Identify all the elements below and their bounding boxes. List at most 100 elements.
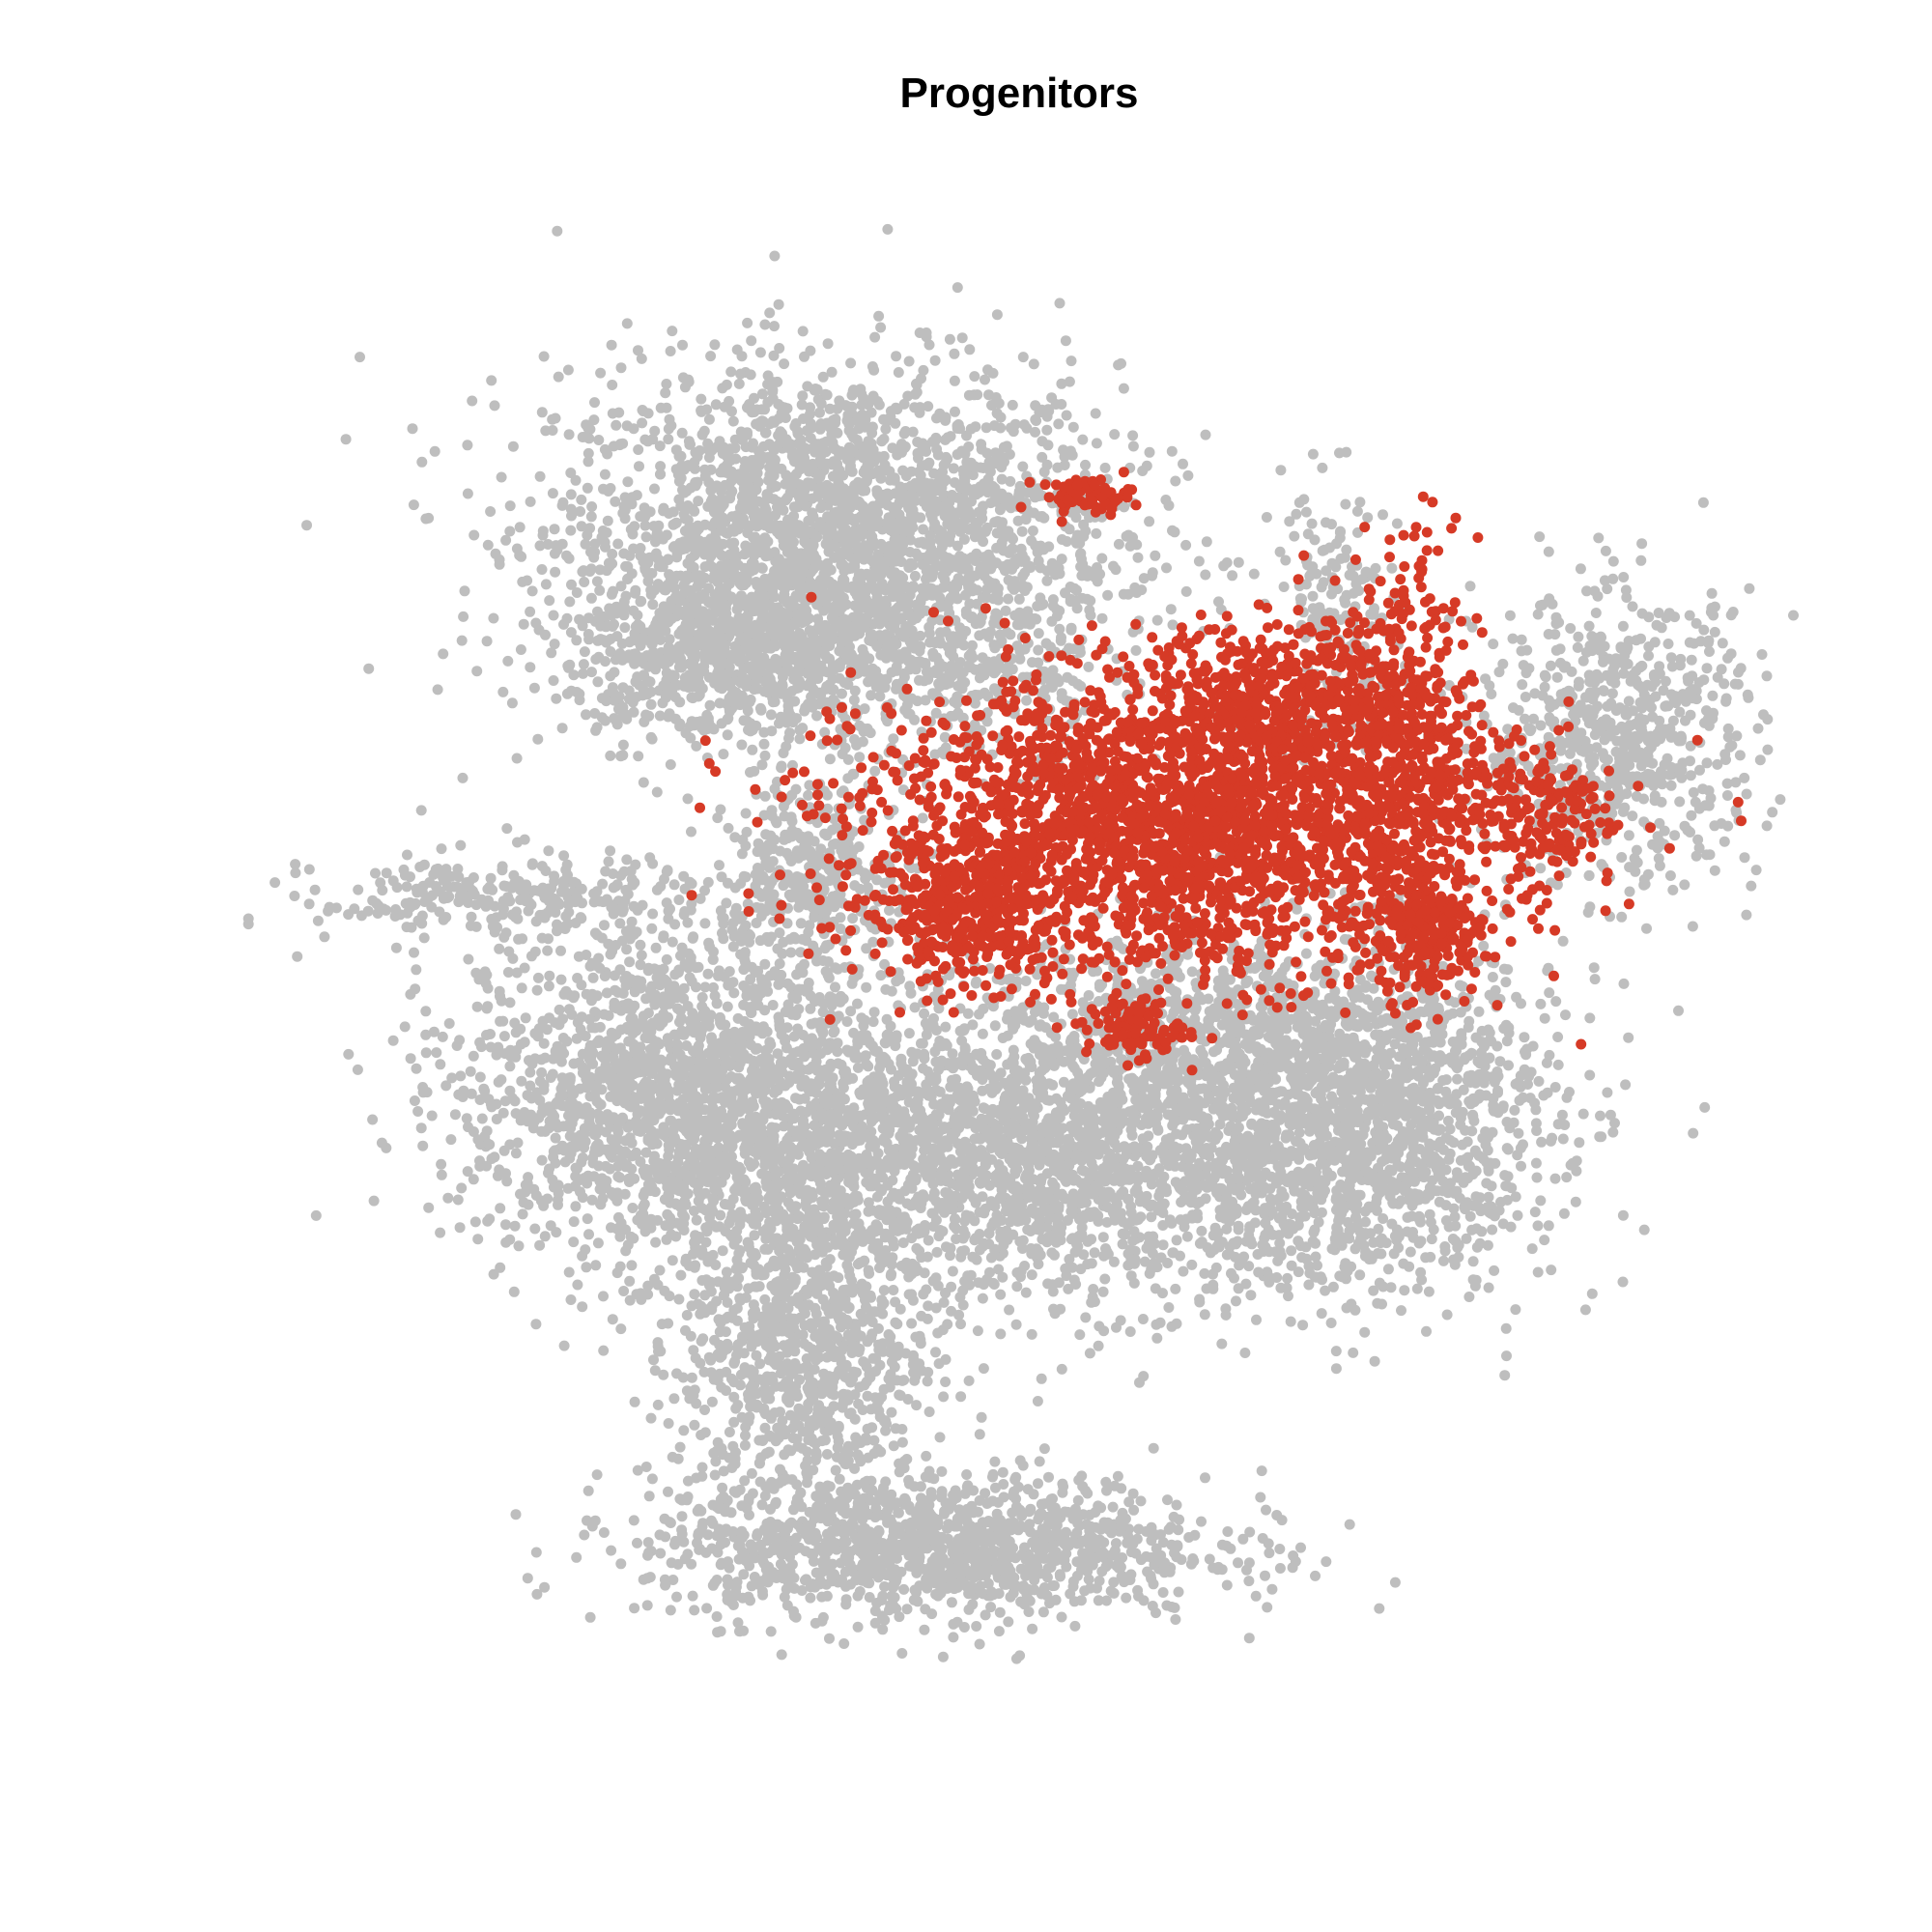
cell-point — [1684, 637, 1695, 648]
cell-point — [1653, 853, 1664, 865]
cell-point — [564, 596, 576, 608]
cell-point — [630, 676, 641, 688]
cell-point — [639, 520, 651, 531]
cell-point — [756, 638, 768, 649]
cell-point — [1532, 609, 1544, 620]
cell-point — [1635, 554, 1647, 566]
cell-point — [1674, 796, 1686, 808]
cell-point — [893, 367, 904, 378]
cell-point — [518, 618, 529, 630]
cell-point — [910, 548, 922, 559]
cell-point — [779, 834, 790, 845]
cell-point — [1550, 611, 1562, 623]
cell-point — [952, 697, 963, 709]
cell-point — [1578, 745, 1590, 756]
cell-point — [1679, 879, 1690, 891]
cell-point — [595, 367, 607, 379]
cell-point — [769, 696, 781, 707]
cell-point — [647, 599, 659, 611]
cell-point — [663, 434, 674, 445]
cell-point — [1629, 751, 1640, 762]
cell-point — [904, 589, 916, 601]
cell-point — [979, 570, 990, 582]
cell-point — [1017, 461, 1029, 472]
cell-point — [1701, 849, 1713, 861]
cell-point — [1096, 553, 1108, 564]
cell-point — [1524, 725, 1536, 737]
cell-point — [735, 368, 746, 380]
cell-point — [809, 669, 820, 681]
cell-point — [745, 725, 756, 737]
cell-point — [982, 549, 994, 560]
cell-point — [1362, 512, 1374, 524]
cell-point — [1040, 638, 1052, 649]
cell-point — [1050, 399, 1062, 410]
cell-point — [582, 456, 594, 468]
cell-point — [767, 393, 779, 405]
cell-point — [494, 558, 505, 570]
cell-point — [964, 344, 976, 355]
cell-point — [1113, 538, 1124, 550]
cell-point — [617, 438, 629, 449]
cell-point — [875, 322, 887, 333]
cell-point — [538, 351, 550, 362]
cell-point — [669, 541, 681, 553]
cell-point — [696, 393, 707, 405]
cell-point — [458, 611, 469, 622]
cell-point — [542, 945, 554, 956]
cell-point — [1354, 497, 1366, 508]
cell-point — [981, 592, 993, 603]
cell-point — [690, 593, 701, 605]
cell-point — [1144, 516, 1155, 527]
cell-point — [702, 438, 714, 449]
cell-point — [784, 727, 795, 739]
cell-point — [1065, 355, 1077, 367]
cell-point — [1019, 643, 1031, 655]
cell-point — [758, 726, 770, 738]
cell-point — [1610, 705, 1622, 716]
cell-point — [489, 400, 500, 412]
cell-point — [1307, 448, 1319, 460]
cell-point — [620, 709, 632, 721]
cell-point — [1754, 754, 1766, 766]
cell-point — [1028, 507, 1039, 519]
cell-point — [511, 543, 523, 554]
cell-point — [1521, 644, 1533, 656]
cell-point — [1351, 505, 1363, 517]
cell-point — [891, 588, 902, 600]
cell-point — [880, 423, 892, 435]
cell-point — [608, 868, 618, 879]
cell-point — [759, 790, 771, 802]
cell-point — [290, 867, 301, 879]
cell-point — [974, 672, 985, 684]
cell-point — [1584, 901, 1596, 913]
cell-point — [676, 427, 688, 439]
cell-point — [678, 870, 690, 882]
cell-point — [668, 506, 679, 518]
cell-point — [859, 515, 870, 526]
cell-point — [764, 418, 776, 430]
cell-point — [470, 899, 482, 911]
cell-point — [1581, 692, 1593, 703]
cell-point — [540, 579, 552, 590]
cell-point — [937, 570, 949, 582]
cell-point — [1661, 700, 1672, 712]
cell-point — [1701, 663, 1713, 674]
cell-point — [581, 709, 591, 721]
cell-point — [755, 704, 767, 716]
cell-point — [809, 836, 820, 847]
cell-point — [935, 676, 947, 688]
cell-point — [845, 357, 857, 369]
cell-point — [633, 444, 644, 455]
cell-point — [828, 694, 839, 705]
cell-point — [1617, 620, 1629, 632]
cell-point — [655, 561, 667, 573]
cell-point — [716, 642, 727, 653]
cell-point — [1652, 841, 1663, 853]
cell-point — [1038, 467, 1050, 477]
cell-point — [745, 369, 756, 381]
cell-point — [547, 488, 558, 499]
cell-point — [631, 692, 642, 702]
cell-point — [691, 740, 702, 752]
cell-point — [657, 697, 668, 709]
